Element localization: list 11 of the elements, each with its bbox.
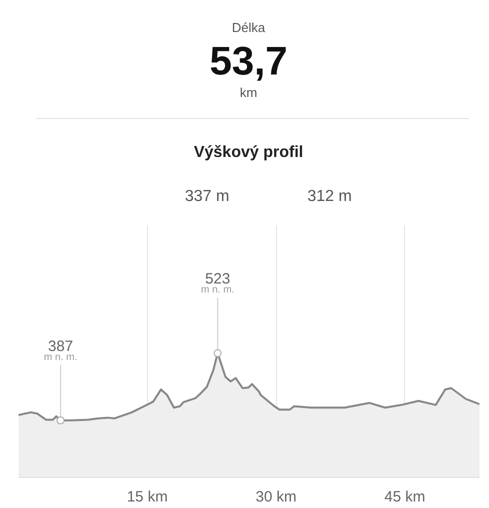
annotation: 523 m n. m. xyxy=(201,270,234,296)
text: 312 m xyxy=(307,188,352,205)
text: 337 m xyxy=(184,188,230,205)
x-tick-label: 45 km xyxy=(384,488,426,506)
chart-title: Výškový profil xyxy=(194,144,304,161)
text: 53,7 xyxy=(210,40,288,84)
x-tick-label: 15 km xyxy=(126,488,168,506)
annotation: 387 m n. m. xyxy=(44,338,78,363)
x-tick-label: 30 km xyxy=(256,488,296,506)
text: km xyxy=(240,85,258,100)
text: Délka xyxy=(232,20,266,35)
